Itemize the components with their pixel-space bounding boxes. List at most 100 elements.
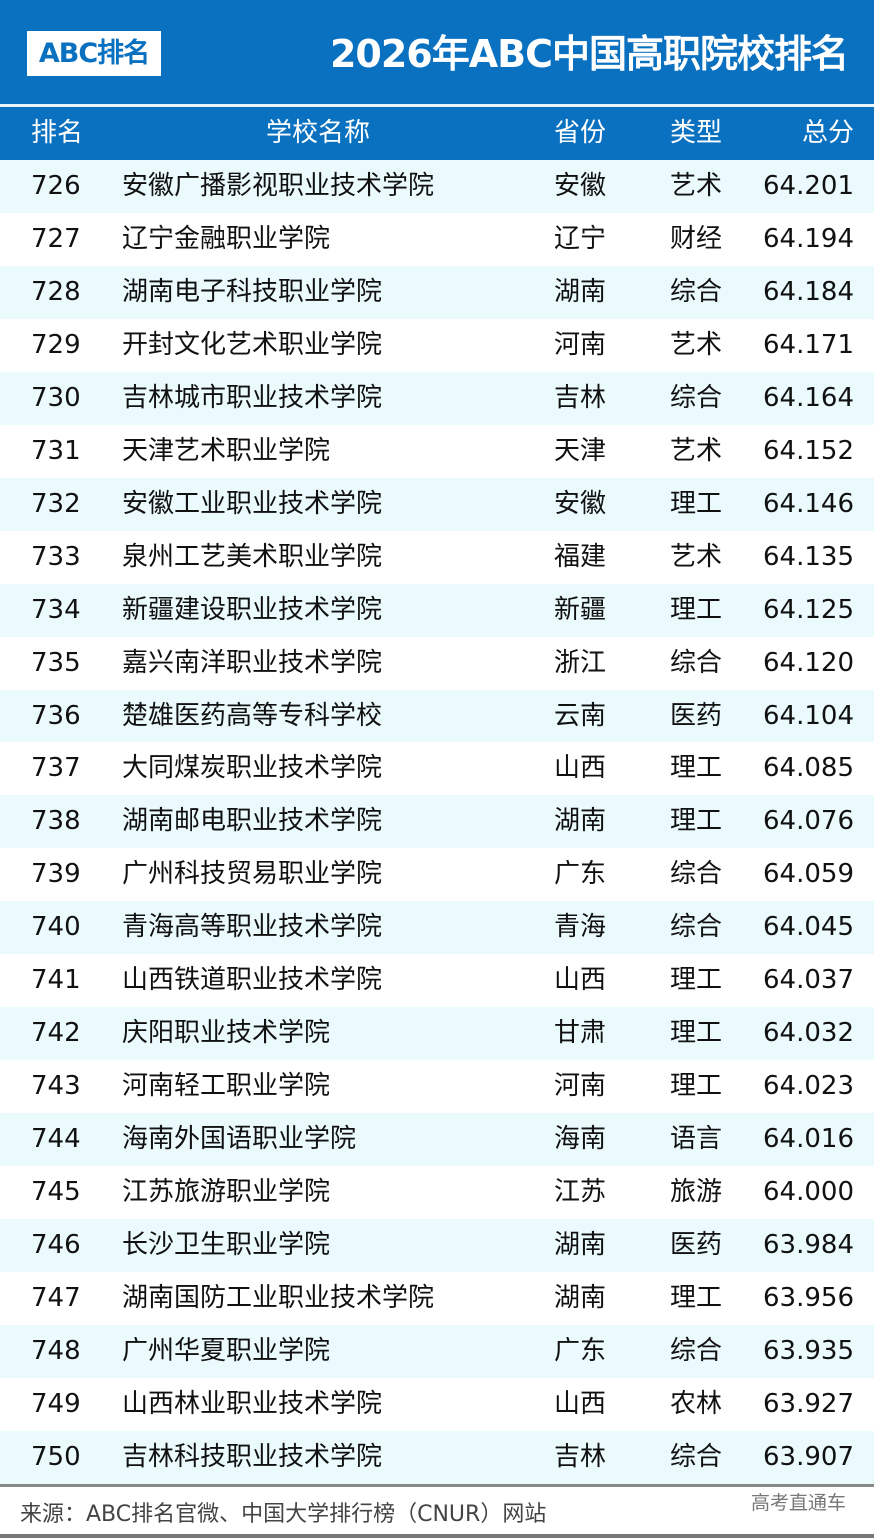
source-note: 来源：ABC排名官微、中国大学排行榜（CNUR）网站 <box>20 1502 547 1527</box>
col-rank: 排名 <box>31 118 84 148</box>
cell-school: 新疆建设职业技术学院 <box>122 594 383 625</box>
cell-score: 64.201 <box>763 171 854 201</box>
cell-score: 64.135 <box>763 541 854 572</box>
cell-rank: 739 <box>31 859 81 890</box>
cell-rank: 748 <box>31 1335 81 1366</box>
cell-province: 浙江 <box>554 647 607 678</box>
cell-school: 湖南国防工业职业技术学院 <box>122 1283 435 1314</box>
cell-type: 综合 <box>670 276 723 307</box>
table-row: 734 新疆建设职业技术学院 新疆 理工 64.125 <box>0 583 874 637</box>
cell-province: 山西 <box>554 965 607 996</box>
cell-school: 湖南电子科技职业学院 <box>122 276 383 307</box>
cell-type: 财经 <box>670 223 723 254</box>
cell-score: 64.146 <box>763 488 854 519</box>
cell-type: 理工 <box>670 1071 723 1102</box>
cell-province: 湖南 <box>554 276 607 307</box>
cell-rank: 749 <box>31 1388 81 1419</box>
cell-score: 63.927 <box>763 1388 854 1419</box>
cell-school: 山西铁道职业技术学院 <box>122 965 383 996</box>
cell-rank: 727 <box>31 223 81 254</box>
col-school: 学校名称 <box>266 118 371 148</box>
table-row: 730 吉林城市职业技术学院 吉林 综合 64.164 <box>0 371 874 425</box>
cell-type: 医药 <box>670 700 723 731</box>
col-score: 总分 <box>801 118 854 148</box>
cell-province: 安徽 <box>554 171 607 201</box>
cell-rank: 740 <box>31 912 81 943</box>
table-row: 739 广州科技贸易职业学院 广东 综合 64.059 <box>0 848 874 901</box>
cell-school: 庆阳职业技术学院 <box>122 1018 331 1049</box>
cell-type: 医药 <box>670 1230 723 1261</box>
cell-type: 理工 <box>670 806 723 837</box>
divider <box>0 1534 874 1538</box>
divider <box>0 104 874 107</box>
cell-school: 天津艺术职业学院 <box>122 435 331 466</box>
cell-type: 理工 <box>670 753 723 784</box>
cell-province: 甘肃 <box>554 1018 607 1049</box>
cell-province: 山西 <box>554 1388 607 1419</box>
cell-rank: 744 <box>31 1124 81 1155</box>
cell-score: 64.104 <box>763 700 854 731</box>
cell-type: 综合 <box>670 859 723 890</box>
cell-rank: 734 <box>31 594 81 625</box>
cell-province: 吉林 <box>554 1441 607 1472</box>
cell-rank: 743 <box>31 1071 81 1102</box>
cell-province: 广东 <box>554 1335 607 1366</box>
cell-rank: 747 <box>31 1283 81 1314</box>
cell-type: 艺术 <box>670 435 723 466</box>
cell-province: 河南 <box>554 329 607 360</box>
cell-rank: 750 <box>31 1441 81 1472</box>
table-row: 747 湖南国防工业职业技术学院 湖南 理工 63.956 <box>0 1272 874 1325</box>
cell-rank: 733 <box>31 541 81 572</box>
table-header: 排名 学校名称 省份 类型 总分 <box>0 107 874 160</box>
cell-rank: 738 <box>31 806 81 837</box>
table-row: 733 泉州工艺美术职业学院 福建 艺术 64.135 <box>0 531 874 584</box>
cell-rank: 728 <box>31 276 81 307</box>
cell-type: 理工 <box>670 965 723 996</box>
cell-rank: 742 <box>31 1018 81 1049</box>
table-row: 726 安徽广播影视职业技术学院 安徽 艺术 64.201 <box>0 160 874 213</box>
cell-province: 广东 <box>554 859 607 890</box>
cell-rank: 735 <box>31 647 81 678</box>
cell-score: 64.085 <box>763 753 854 784</box>
cell-province: 湖南 <box>554 1230 607 1261</box>
cell-province: 湖南 <box>554 1283 607 1314</box>
cell-school: 安徽广播影视职业技术学院 <box>122 171 435 201</box>
cell-school: 安徽工业职业技术学院 <box>122 488 383 519</box>
cell-score: 64.023 <box>763 1071 854 1102</box>
cell-province: 河南 <box>554 1071 607 1102</box>
cell-province: 山西 <box>554 753 607 784</box>
cell-type: 艺术 <box>670 329 723 360</box>
cell-school: 吉林科技职业技术学院 <box>122 1441 383 1472</box>
cell-type: 理工 <box>670 1018 723 1049</box>
table-row: 727 辽宁金融职业学院 辽宁 财经 64.194 <box>0 213 874 266</box>
cell-type: 理工 <box>670 488 723 519</box>
cell-school: 嘉兴南洋职业技术学院 <box>122 647 383 678</box>
cell-score: 64.037 <box>763 965 854 996</box>
cell-score: 64.059 <box>763 859 854 890</box>
cell-school: 海南外国语职业学院 <box>122 1124 357 1155</box>
watermark: 高考直通车 <box>750 1492 846 1514</box>
cell-score: 63.907 <box>763 1441 854 1472</box>
cell-score: 64.152 <box>763 435 854 466</box>
cell-school: 吉林城市职业技术学院 <box>122 382 383 413</box>
cell-rank: 732 <box>31 488 81 519</box>
cell-type: 综合 <box>670 1441 723 1472</box>
cell-province: 云南 <box>554 700 607 731</box>
table-row: 728 湖南电子科技职业学院 湖南 综合 64.184 <box>0 265 874 319</box>
table-row: 740 青海高等职业技术学院 青海 综合 64.045 <box>0 901 874 955</box>
table-row: 745 江苏旅游职业学院 江苏 旅游 64.000 <box>0 1166 874 1219</box>
table-row: 749 山西林业职业技术学院 山西 农林 63.927 <box>0 1378 874 1431</box>
cell-school: 广州华夏职业学院 <box>122 1335 331 1366</box>
cell-rank: 736 <box>31 700 81 731</box>
table-body: 726 安徽广播影视职业技术学院 安徽 艺术 64.201 727 辽宁金融职业学院 辽宁 财经… <box>0 160 874 1484</box>
table-row: 738 湖南邮电职业技术学院 湖南 理工 64.076 <box>0 795 874 849</box>
table-row: 737 大同煤炭职业技术学院 山西 理工 64.085 <box>0 742 874 795</box>
table-row: 736 楚雄医药高等专科学校 云南 医药 64.104 <box>0 689 874 743</box>
cell-rank: 731 <box>31 435 81 466</box>
cell-rank: 746 <box>31 1230 81 1261</box>
table-row: 742 庆阳职业技术学院 甘肃 理工 64.032 <box>0 1007 874 1061</box>
cell-rank: 726 <box>31 171 81 201</box>
cell-province: 辽宁 <box>554 223 607 254</box>
cell-score: 64.045 <box>763 912 854 943</box>
cell-type: 综合 <box>670 912 723 943</box>
